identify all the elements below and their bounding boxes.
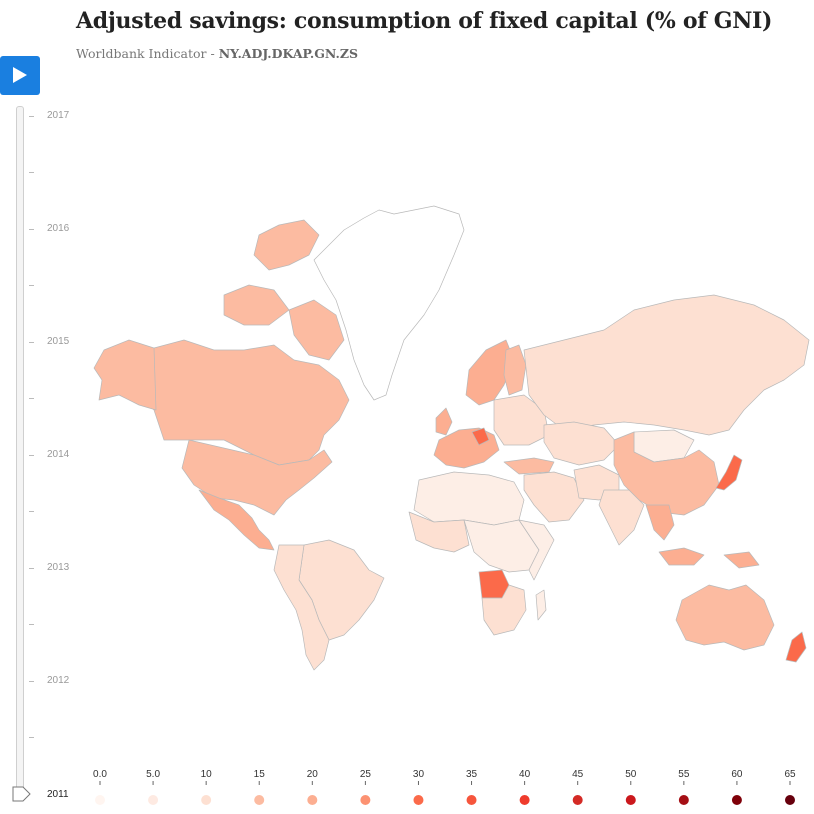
- legend-label: 60: [731, 769, 743, 780]
- timeline-tick: [29, 624, 34, 625]
- timeline-year-2016[interactable]: 2016: [47, 223, 70, 234]
- country-central-europe[interactable]: [471, 427, 490, 446]
- legend-swatch: [572, 795, 583, 805]
- timeline-tick: [29, 285, 34, 286]
- timeline-slider-track[interactable]: [16, 106, 24, 796]
- country-canada[interactable]: [133, 339, 350, 466]
- country-southeast-asia[interactable]: [645, 504, 675, 541]
- current-year-label: 2011: [47, 789, 69, 800]
- legend-label: 5.0: [146, 769, 160, 780]
- country-turkey[interactable]: [503, 457, 555, 475]
- legend-label: 30: [413, 769, 425, 780]
- country-south-america-west[interactable]: [273, 544, 330, 671]
- legend-swatch: [413, 795, 424, 805]
- legend-swatch: [785, 795, 795, 805]
- timeline-year-2015[interactable]: 2015: [47, 336, 70, 347]
- country-greenland[interactable]: [313, 205, 465, 401]
- play-icon: [13, 67, 27, 83]
- page-title: Adjusted savings: consumption of fixed c…: [76, 8, 773, 34]
- timeline-tick: [29, 342, 34, 343]
- timeline-year-2012[interactable]: 2012: [47, 675, 70, 686]
- timeline-year-2014[interactable]: 2014: [47, 449, 70, 460]
- timeline-tick: [29, 172, 34, 173]
- legend-swatch: [201, 795, 212, 805]
- legend-swatch: [625, 795, 636, 805]
- legend-label: 55: [678, 769, 690, 780]
- country-kazakhstan[interactable]: [543, 421, 620, 466]
- timeline-year-2017[interactable]: 2017: [47, 110, 70, 121]
- legend-label: 25: [360, 769, 372, 780]
- country-papua[interactable]: [723, 551, 760, 569]
- country-madagascar[interactable]: [535, 589, 547, 621]
- legend-swatch: [148, 795, 159, 805]
- timeline-tick: [29, 116, 34, 117]
- indicator-code: NY.ADJ.DKAP.GN.ZS: [218, 46, 359, 61]
- country-middle-east[interactable]: [523, 471, 585, 523]
- legend-label: 35: [466, 769, 478, 780]
- timeline-tick: [29, 511, 34, 512]
- country-uk[interactable]: [435, 407, 453, 436]
- legend-label: 50: [625, 769, 637, 780]
- legend-swatch: [731, 795, 742, 805]
- legend-swatch: [360, 795, 371, 805]
- play-button[interactable]: [0, 56, 40, 95]
- legend-swatch: [95, 795, 105, 805]
- country-east-africa[interactable]: [518, 519, 555, 581]
- country-indonesia[interactable]: [658, 547, 705, 566]
- timeline-tick: [29, 681, 34, 682]
- country-usa[interactable]: [181, 439, 333, 516]
- timeline-year-2013[interactable]: 2013: [47, 562, 70, 573]
- country-russia[interactable]: [523, 294, 810, 436]
- country-southern-africa[interactable]: [481, 584, 527, 636]
- timeline-tick: [29, 737, 34, 738]
- country-japan[interactable]: [715, 454, 743, 491]
- country-canada-islands-3[interactable]: [288, 299, 345, 361]
- legend-label: 0.0: [93, 769, 107, 780]
- subtitle-prefix: Worldbank Indicator -: [76, 46, 219, 61]
- color-legend: 0.0 5.0 10 15 20 25 30 35 40 45 50 55 60 65: [93, 769, 796, 805]
- legend-swatch: [678, 795, 689, 805]
- country-west-africa[interactable]: [408, 511, 470, 553]
- legend-label: 10: [201, 769, 213, 780]
- timeline-tick: [29, 455, 34, 456]
- country-mexico[interactable]: [198, 489, 275, 551]
- legend-label: 15: [254, 769, 266, 780]
- legend-swatch: [519, 795, 530, 805]
- page-subtitle: Worldbank Indicator - NY.ADJ.DKAP.GN.ZS: [76, 46, 358, 61]
- country-finland[interactable]: [503, 344, 527, 396]
- country-canada-islands-2[interactable]: [223, 284, 290, 326]
- country-india[interactable]: [598, 489, 645, 546]
- timeline-handle[interactable]: [12, 786, 32, 802]
- country-alaska[interactable]: [93, 339, 157, 411]
- country-canada-islands[interactable]: [253, 219, 320, 271]
- legend-label: 45: [572, 769, 584, 780]
- country-new-zealand[interactable]: [785, 631, 807, 663]
- legend-label: 20: [307, 769, 319, 780]
- legend-swatch: [254, 795, 265, 805]
- timeline-tick: [29, 398, 34, 399]
- world-map: [93, 205, 810, 671]
- legend-swatch: [307, 795, 318, 805]
- country-east-europe[interactable]: [493, 394, 550, 446]
- timeline-tick: [29, 229, 34, 230]
- country-australia[interactable]: [675, 584, 775, 651]
- country-north-africa[interactable]: [413, 471, 525, 526]
- timeline-tick: [29, 568, 34, 569]
- country-norway-sweden[interactable]: [465, 339, 515, 406]
- legend-label: 65: [784, 769, 796, 780]
- legend-label: 40: [519, 769, 531, 780]
- legend-swatch: [466, 795, 477, 805]
